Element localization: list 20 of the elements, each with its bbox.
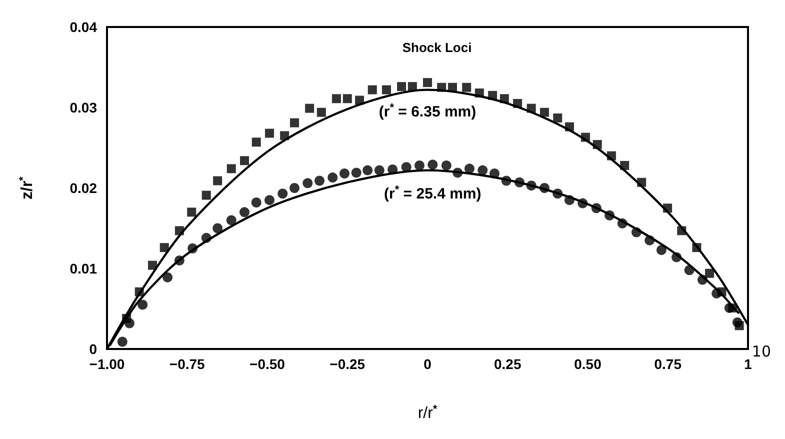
text: 10 xyxy=(752,342,772,360)
text: Shock Loci xyxy=(402,40,472,55)
x-tick-label: −1.00 xyxy=(89,356,125,372)
x-tick-label: −0.25 xyxy=(330,356,366,372)
x-axis-title: r/r* xyxy=(418,404,438,422)
x-tick-label: 1 xyxy=(744,356,752,372)
y-tick-label: 0.04 xyxy=(70,19,98,35)
x-tick-label: 0 xyxy=(424,356,432,372)
x-tick-label: 0.25 xyxy=(494,356,522,372)
x-tick-label: −0.50 xyxy=(250,356,286,372)
y-tick-label: 0.02 xyxy=(70,180,98,196)
series-label: (r* = 25.4 mm) xyxy=(384,184,482,202)
y-tick-label: 0 xyxy=(89,341,98,357)
y-tick-label: 0.03 xyxy=(70,100,98,116)
x-tick-label: 0.75 xyxy=(654,356,682,372)
x-tick-label: −0.75 xyxy=(169,356,206,372)
x-tick-label: 0.50 xyxy=(574,356,602,372)
series-label: (r* = 6.35 mm) xyxy=(378,102,476,120)
y-axis-title: z/r* xyxy=(18,176,36,200)
y-tick-label: 0.01 xyxy=(70,260,98,276)
